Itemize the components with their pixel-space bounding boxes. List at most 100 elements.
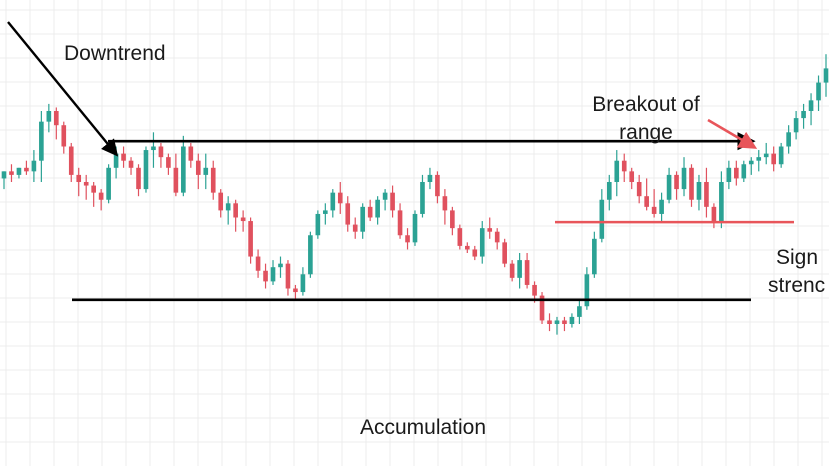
candle-body — [173, 167, 179, 193]
candle-body — [450, 210, 455, 229]
sign-of-strength-label-line1: Sign — [776, 246, 818, 269]
candle-body — [323, 210, 328, 214]
candle-body — [472, 249, 478, 257]
candle-body — [629, 171, 635, 182]
candle-body — [621, 160, 627, 172]
candle-body — [592, 238, 597, 275]
candle-body — [390, 192, 395, 211]
candle-body — [494, 231, 500, 243]
candle-body — [382, 192, 388, 200]
candle-body — [778, 146, 784, 165]
candle-body — [240, 217, 246, 222]
candle-body — [143, 150, 149, 190]
candle-body — [83, 182, 89, 186]
candle-body — [711, 206, 717, 222]
candle-body — [106, 167, 111, 200]
candle-body — [375, 199, 380, 218]
candle-body — [9, 171, 14, 175]
candle-body — [479, 228, 485, 257]
candle-body — [308, 235, 313, 275]
candle-body — [763, 153, 769, 158]
candle-body — [76, 174, 82, 182]
candle-body — [195, 160, 201, 175]
candle-body — [263, 270, 268, 282]
candle-body — [300, 274, 306, 293]
candle-body — [352, 224, 358, 232]
candle-body — [659, 199, 664, 214]
downtrend-label: Downtrend — [64, 42, 166, 65]
candle-body — [793, 118, 799, 133]
candle-body — [31, 160, 37, 172]
candle-body — [689, 167, 694, 200]
candle-body — [181, 146, 186, 193]
candle-body — [539, 295, 545, 321]
candle-body — [681, 167, 687, 190]
candle-body — [808, 100, 814, 111]
candle-body — [420, 182, 425, 214]
candle-body — [16, 167, 22, 175]
candle-body — [644, 196, 649, 207]
breakout-arrow — [707, 118, 758, 149]
candle-body — [584, 274, 590, 307]
candle-body — [577, 306, 582, 317]
candle-body — [823, 68, 829, 83]
candle-body — [726, 167, 732, 182]
candle-body — [1, 171, 7, 179]
candle-body — [53, 111, 59, 126]
candle-body — [188, 146, 194, 161]
breakout-label-line2: range — [619, 121, 673, 144]
candle-body — [315, 213, 321, 236]
candle-body — [68, 146, 74, 175]
candle-body — [502, 242, 507, 264]
candle-body — [98, 192, 104, 200]
candle-body — [405, 235, 410, 243]
candles — [1, 54, 829, 335]
candle-body — [666, 174, 672, 200]
candle-body — [113, 153, 119, 168]
candle-body — [151, 146, 156, 151]
candle-body — [719, 182, 724, 222]
candle-body — [554, 320, 560, 324]
candle-body — [696, 182, 702, 200]
candle-body — [91, 185, 96, 193]
accumulation-label: Accumulation — [360, 416, 486, 439]
sign-of-strength-label-line2: strenc — [768, 274, 825, 297]
candle-body — [360, 206, 366, 232]
candle-body — [270, 267, 276, 282]
candle-body — [442, 196, 448, 211]
candle-body — [46, 111, 52, 122]
candle-body — [524, 260, 530, 285]
candle-body — [748, 160, 754, 165]
annotations: Downtrend Breakout of range Sign strenc … — [64, 42, 825, 439]
candle-body — [674, 174, 679, 190]
candle-body — [412, 213, 418, 243]
candle-body — [569, 316, 575, 324]
candle-body — [562, 320, 567, 324]
candle-body — [614, 160, 620, 182]
candle-body — [121, 153, 126, 161]
candle-body — [128, 160, 134, 168]
candle-body — [136, 167, 141, 190]
candle-body — [487, 228, 493, 232]
candle-body — [771, 153, 777, 165]
candle-body — [509, 263, 515, 278]
candle-body — [606, 182, 612, 200]
candle-body — [285, 263, 291, 289]
candle-body — [816, 82, 821, 101]
candle-body — [427, 174, 433, 182]
candle-body — [801, 111, 806, 119]
candle-body — [734, 167, 739, 179]
candle-body — [225, 203, 231, 211]
candle-body — [337, 192, 343, 204]
candle-body — [756, 157, 762, 161]
candle-body — [636, 182, 642, 197]
candle-body — [248, 221, 253, 257]
candle-body — [293, 288, 298, 293]
candle-body — [397, 210, 403, 236]
candle-body — [435, 174, 440, 197]
level-lines — [72, 132, 794, 302]
candle-body — [457, 228, 463, 246]
candle-body — [278, 263, 283, 268]
